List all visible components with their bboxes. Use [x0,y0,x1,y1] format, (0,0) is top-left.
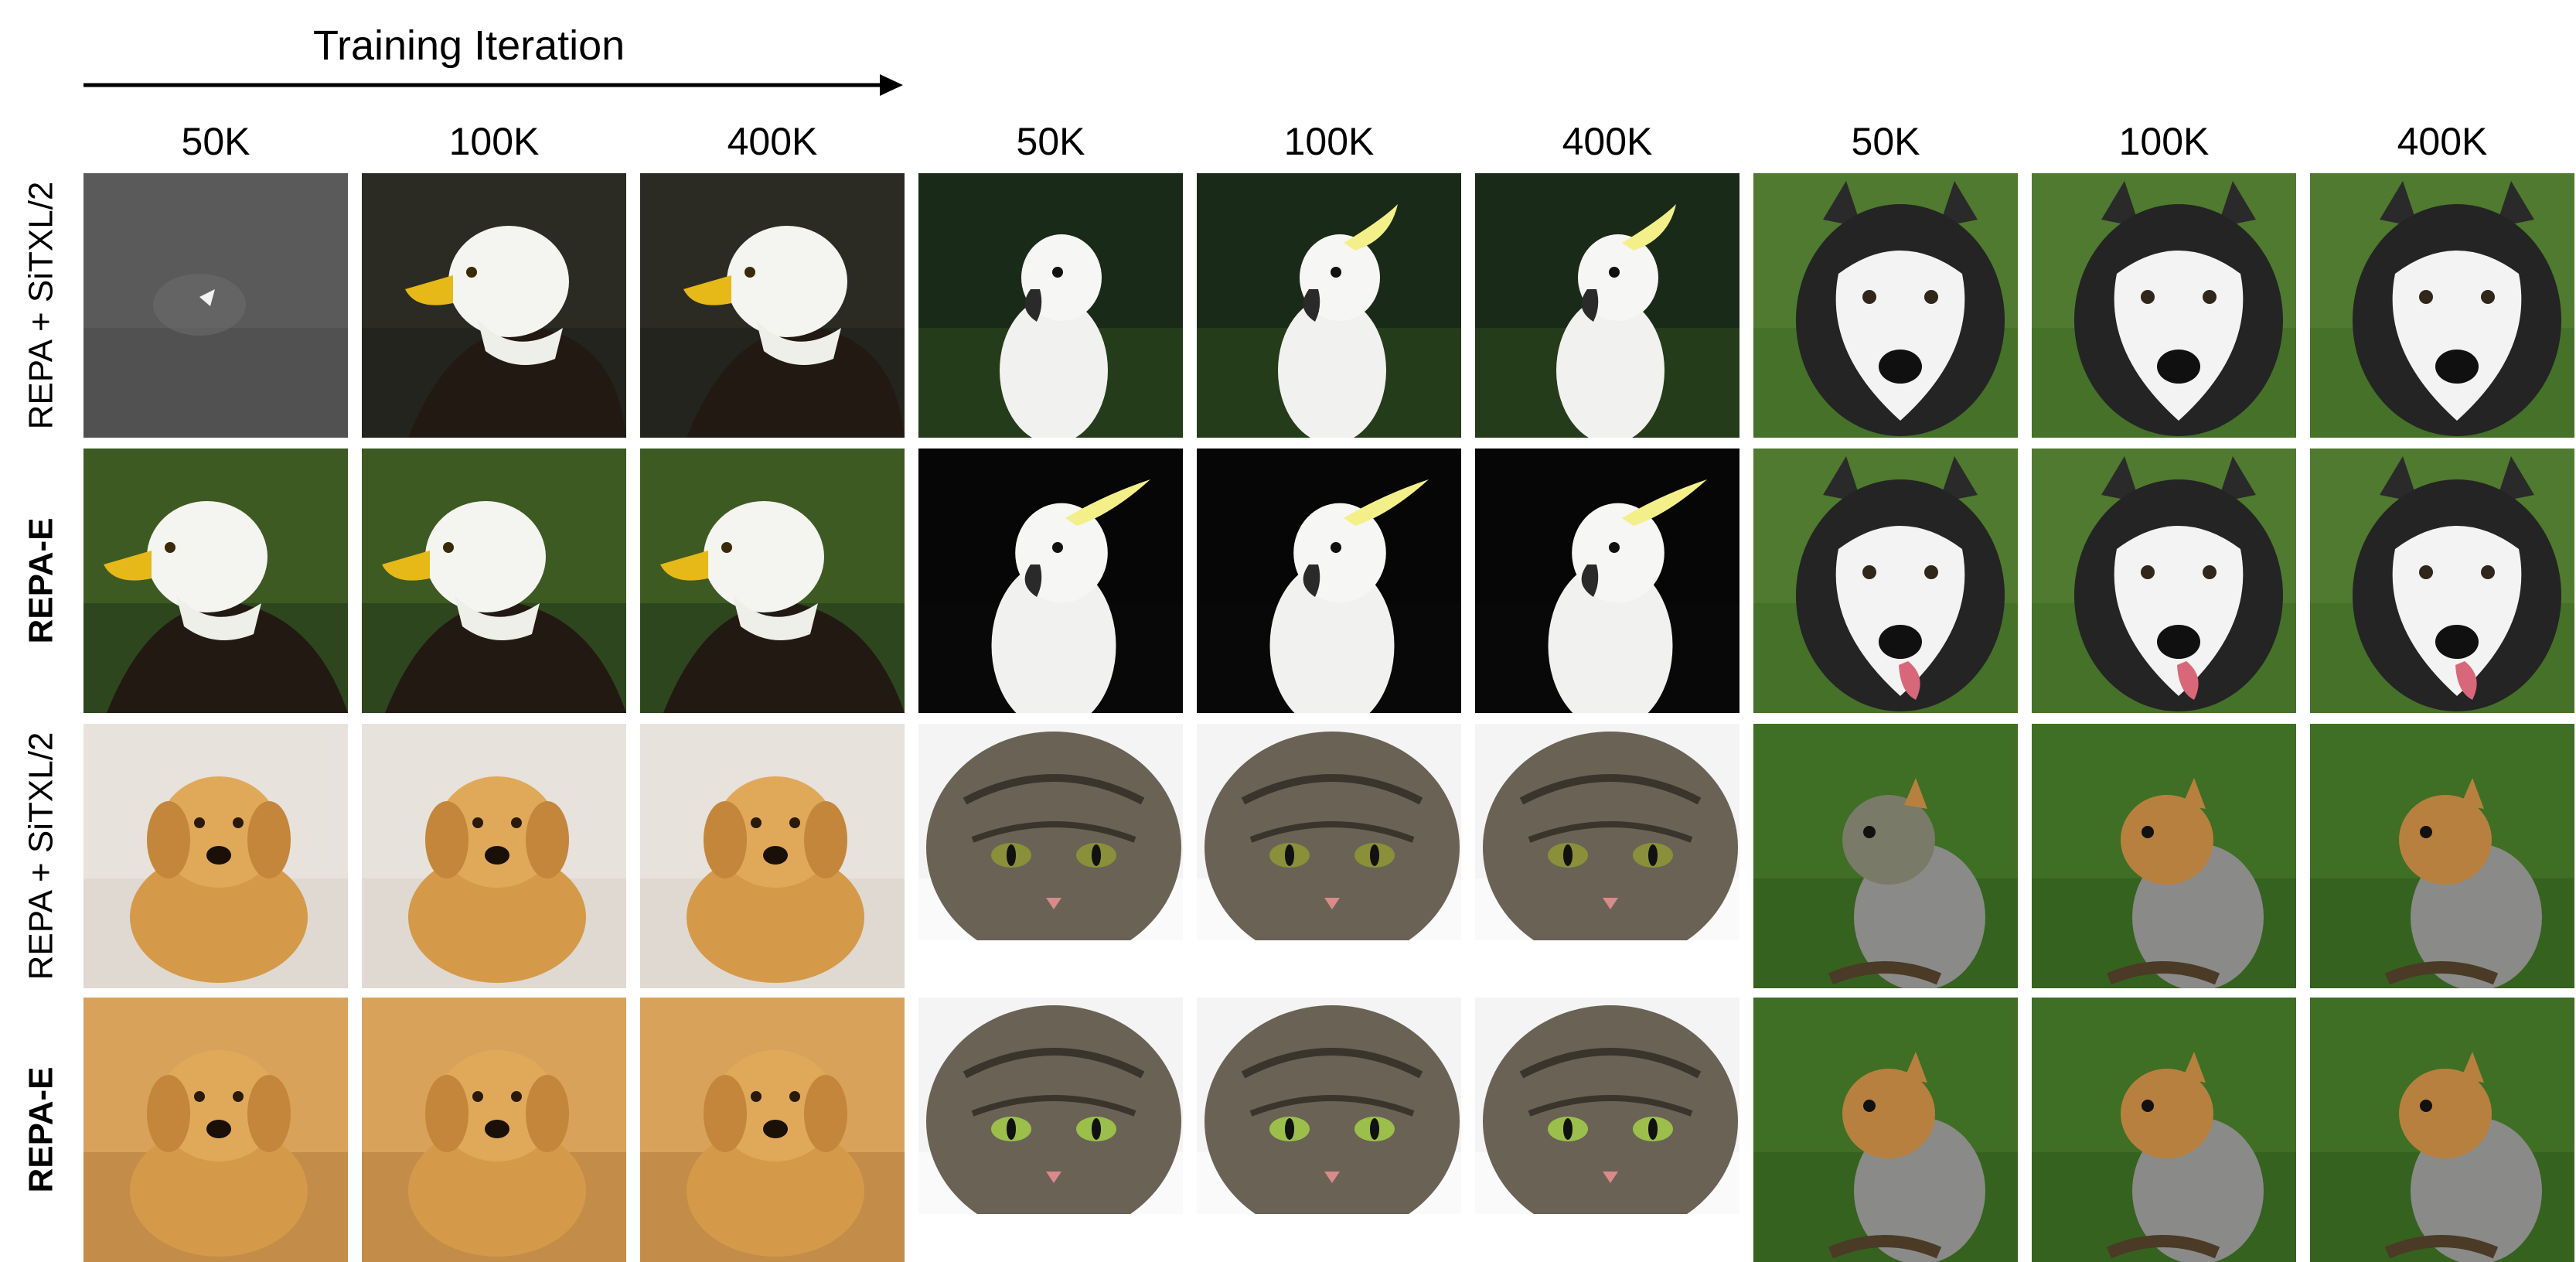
squirrel-sample-image [2032,724,2296,988]
training-iteration-title: Training Iteration [313,22,625,69]
bald-eagle-sample-image [640,173,905,438]
method-label: REPA + SiTXL/2 [22,181,60,430]
tabby-cat-sample-image [918,724,1183,988]
cockatoo-sample-image [1475,449,1739,713]
husky-sample-image [2310,449,2574,713]
squirrel-sample-image [1753,724,2018,988]
squirrel-sample-image [1753,998,2018,1262]
golden-retriever-sample-image [362,998,626,1262]
iteration-label: 400K [1562,120,1653,163]
squirrel-sample-image [2032,998,2296,1262]
golden-retriever-sample-image [83,998,348,1262]
golden-retriever-sample-image [83,724,348,988]
tabby-cat-sample-image [1197,998,1461,1262]
training-iteration-arrow [83,74,903,96]
iteration-label: 400K [727,120,818,163]
iteration-label: 100K [448,120,540,163]
bald-eagle-sample-image [362,449,626,713]
method-label: REPA + SiTXL/2 [22,732,60,981]
bald-eagle-sample-image [83,173,348,438]
tabby-cat-sample-image [1475,724,1739,988]
husky-sample-image [2032,449,2296,713]
tabby-cat-sample-image [1475,998,1739,1262]
iteration-label: 400K [2397,120,2488,163]
squirrel-sample-image [2310,998,2574,1262]
tabby-cat-sample-image [1197,724,1461,988]
iteration-label: 50K [1851,120,1920,163]
cockatoo-sample-image [1197,449,1461,713]
cockatoo-sample-image [1475,173,1739,438]
golden-retriever-sample-image [640,998,905,1262]
iteration-label: 50K [1016,120,1085,163]
cockatoo-sample-image [918,449,1183,713]
iteration-label: 100K [1283,120,1375,163]
husky-sample-image [2310,173,2574,438]
bald-eagle-sample-image [640,449,905,713]
bald-eagle-sample-image [362,173,626,438]
method-label: REPA-E [22,517,60,644]
tabby-cat-sample-image [918,998,1183,1262]
husky-sample-image [1753,173,2018,438]
husky-sample-image [1753,449,2018,713]
golden-retriever-sample-image [640,724,905,988]
husky-sample-image [2032,173,2296,438]
method-label: REPA-E [22,1066,60,1193]
bald-eagle-sample-image [83,449,348,713]
iteration-label: 100K [2118,120,2210,163]
iteration-label: 50K [181,120,250,163]
cockatoo-sample-image [918,173,1183,438]
squirrel-sample-image [2310,724,2574,988]
cockatoo-sample-image [1197,173,1461,438]
golden-retriever-sample-image [362,724,626,988]
